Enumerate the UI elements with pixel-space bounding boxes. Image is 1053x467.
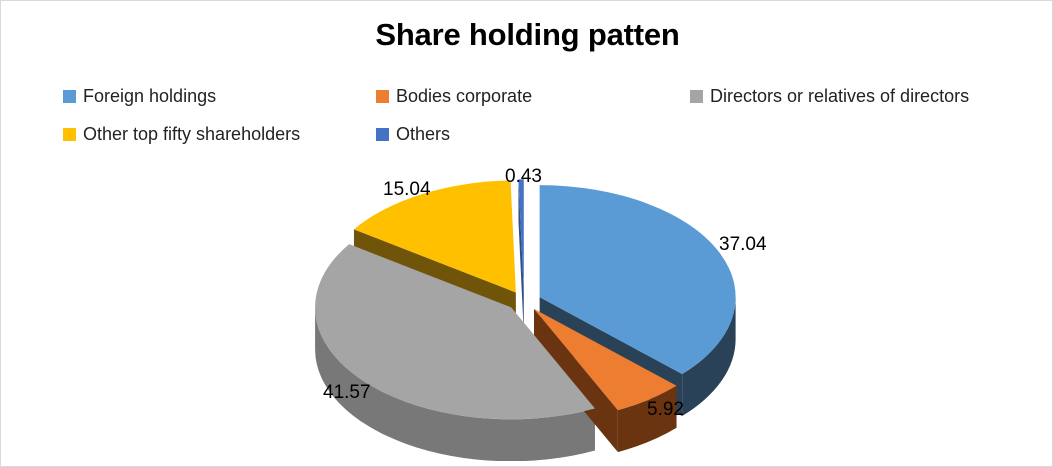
data-label-other-top-fifty: 15.04 bbox=[383, 179, 431, 200]
legend-label-others: Others bbox=[396, 124, 451, 144]
legend-item-foreign-holdings[interactable]: Foreign holdings bbox=[63, 87, 216, 105]
chart-title: Share holding patten bbox=[375, 17, 680, 52]
pie-slice-1 bbox=[533, 308, 677, 411]
legend-label-bodies-corporate: Bodies corporate bbox=[396, 86, 533, 106]
pie-slice-4 bbox=[518, 179, 524, 292]
legend-label-other-top-fifty: Other top fifty shareholders bbox=[83, 124, 301, 144]
legend-swatch-foreign-holdings bbox=[63, 89, 76, 103]
data-label-others: 0.43 bbox=[505, 166, 542, 187]
legend-item-directors[interactable]: Directors or relatives of directors bbox=[690, 87, 969, 105]
pie-slice-2 bbox=[315, 244, 595, 420]
chart-legend: Foreign holdings Bodies corporate Direct… bbox=[1, 84, 1052, 146]
legend-swatch-directors bbox=[690, 89, 703, 103]
data-label-directors: 41.57 bbox=[323, 382, 371, 403]
legend-item-other-top-fifty[interactable]: Other top fifty shareholders bbox=[63, 125, 300, 143]
pie-chart-graphic[interactable] bbox=[1, 151, 1053, 462]
legend-label-directors: Directors or relatives of directors bbox=[710, 86, 970, 106]
pie-plot-area bbox=[1, 151, 1053, 462]
legend-item-others[interactable]: Others bbox=[376, 125, 450, 143]
legend-label-foreign-holdings: Foreign holdings bbox=[83, 86, 217, 106]
legend-swatch-other-top-fifty bbox=[63, 127, 76, 141]
legend-swatch-bodies-corporate bbox=[376, 89, 389, 103]
data-label-foreign-holdings: 37.04 bbox=[719, 234, 767, 255]
data-label-bodies-corporate: 5.92 bbox=[647, 399, 684, 420]
legend-swatch-others bbox=[376, 127, 389, 141]
pie-slice-3 bbox=[353, 180, 516, 293]
legend-item-bodies-corporate[interactable]: Bodies corporate bbox=[376, 87, 532, 105]
pie-slice-0 bbox=[539, 185, 736, 375]
